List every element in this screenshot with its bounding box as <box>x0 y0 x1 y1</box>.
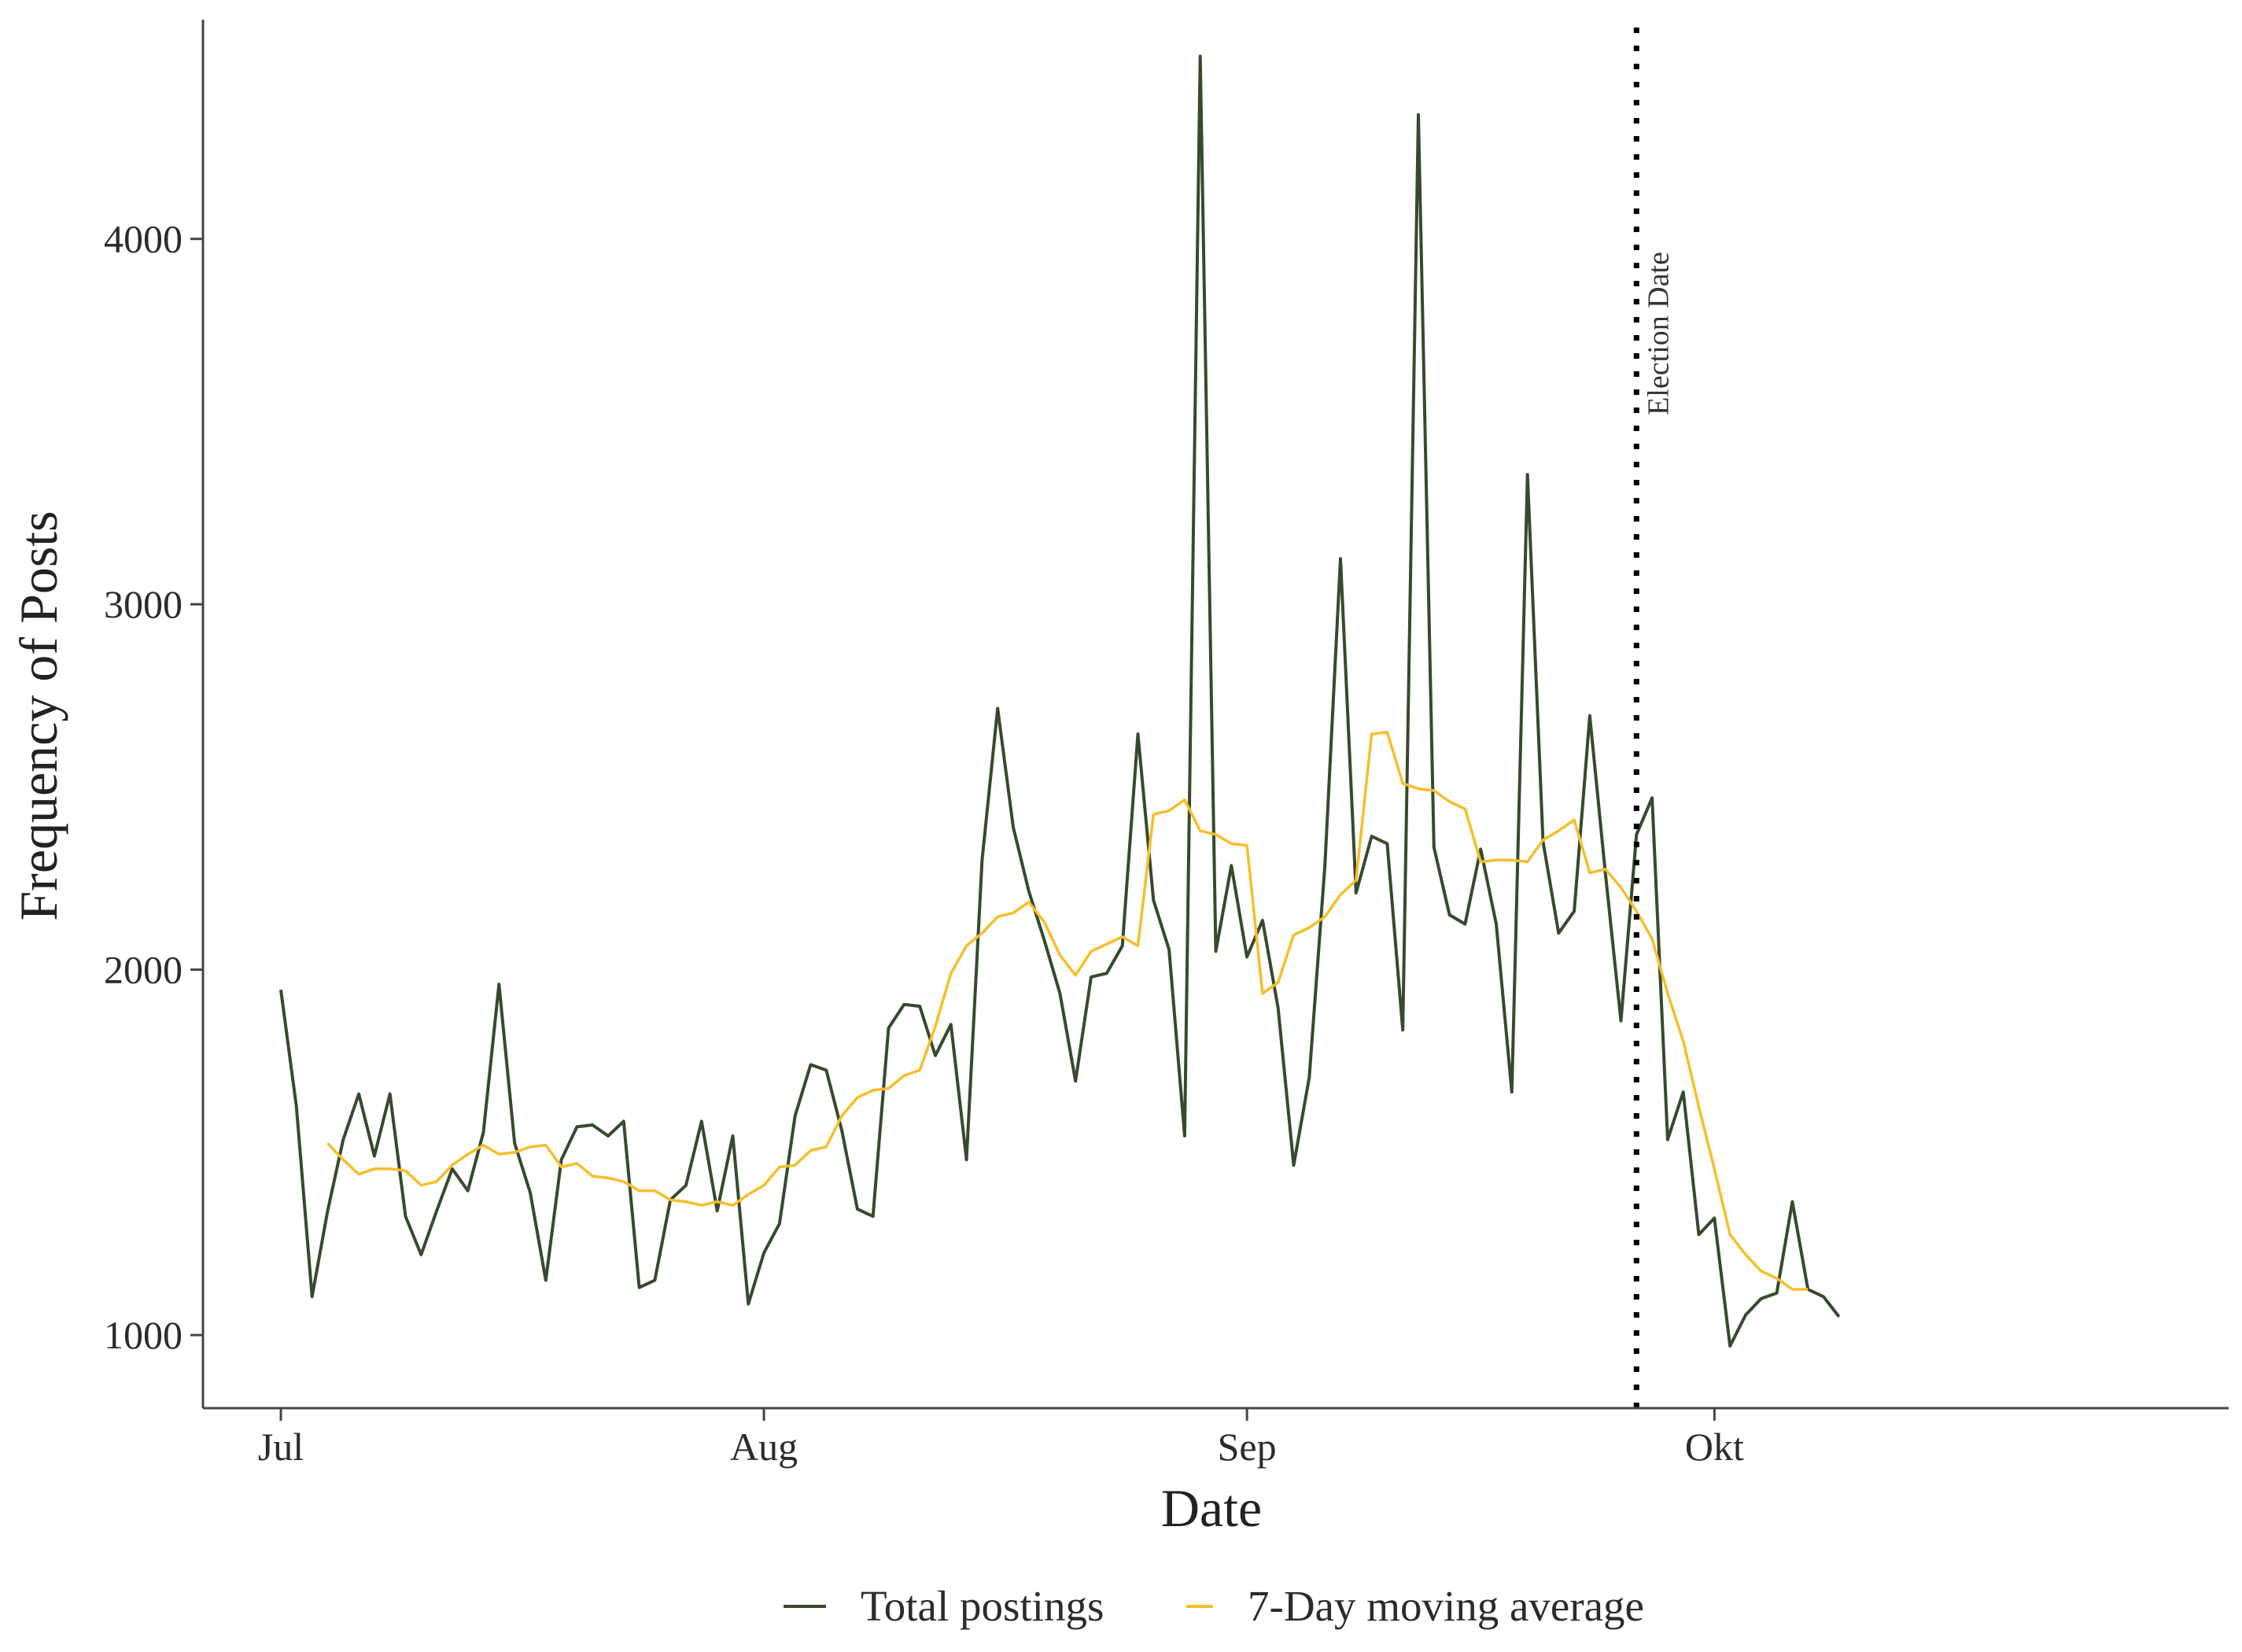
y-tick-label: 1000 <box>104 1313 183 1357</box>
legend-label-moving-average: 7-Day moving average <box>1248 1582 1644 1630</box>
y-tick-label: 3000 <box>104 582 183 626</box>
series-line-7-day-moving-average <box>326 730 1809 1291</box>
election-date-marker: Election Date <box>1633 28 1675 1408</box>
election-date-label: Election Date <box>1642 252 1675 415</box>
x-tick-label: Aug <box>730 1425 798 1469</box>
x-axis-title: Date <box>1161 1478 1262 1538</box>
legend-label-total-postings: Total postings <box>861 1582 1104 1630</box>
y-axis-ticks: 1000 2000 3000 4000 <box>104 217 203 1357</box>
y-tick-label: 2000 <box>104 948 183 992</box>
series-line-total-postings <box>279 54 1841 1348</box>
legend: Total postings 7-Day moving average <box>784 1582 1644 1630</box>
x-tick-label: Jul <box>258 1425 304 1469</box>
y-tick-label: 4000 <box>104 217 183 261</box>
x-tick-label: Sep <box>1218 1425 1277 1469</box>
x-tick-label: Okt <box>1685 1425 1744 1469</box>
y-axis-title: Frequency of Posts <box>9 511 68 920</box>
plot-lines <box>279 54 1841 1348</box>
x-axis-ticks: Jul Aug Sep Okt <box>258 1408 1744 1469</box>
